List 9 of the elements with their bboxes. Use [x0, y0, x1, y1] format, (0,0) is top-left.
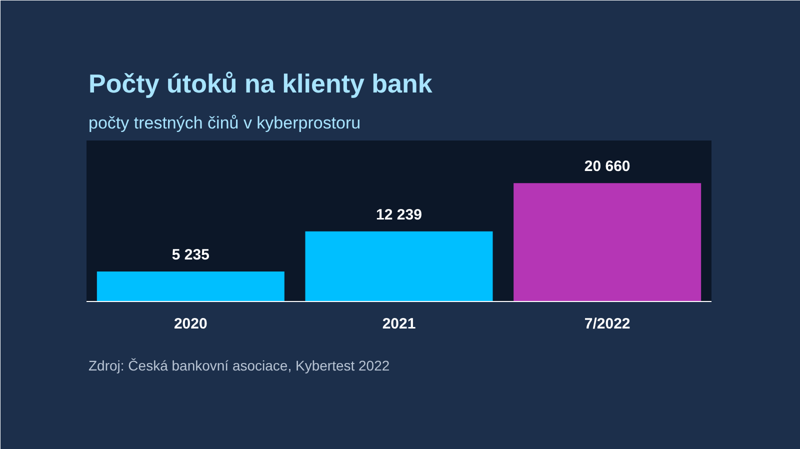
data-label: 5 235 [172, 246, 210, 264]
data-label: 12 239 [376, 206, 422, 224]
chart-title: Počty útoků na klienty bank [88, 68, 433, 98]
x-tick-label: 2021 [382, 316, 416, 332]
x-tick-label: 2020 [174, 316, 208, 332]
data-label: 20 660 [584, 158, 630, 176]
x-tick-label: 7/2022 [584, 316, 630, 332]
chart-subtitle: počty trestných činů v kyberprostoru [88, 114, 361, 132]
text: Zdroj: Česká bankovní asociace, Kybertest 2022 [88, 358, 390, 374]
